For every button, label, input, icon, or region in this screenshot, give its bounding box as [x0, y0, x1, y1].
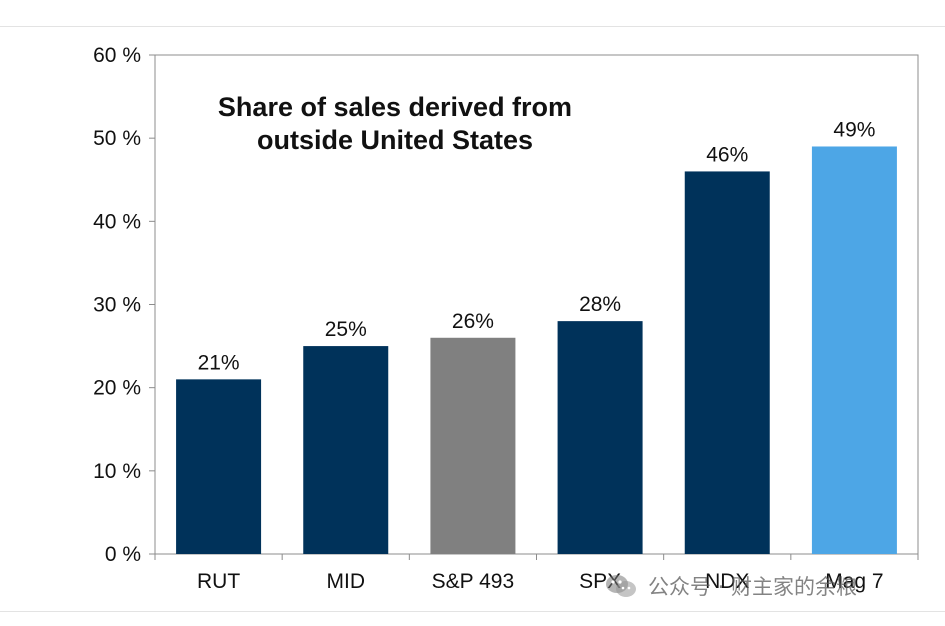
- y-axis-ticks: 0 % 10 % 20 % 30 % 40 % 50 % 60 %: [93, 44, 919, 566]
- category-label: MID: [327, 570, 366, 593]
- bar-ndx: [684, 171, 770, 554]
- bar-value-label: 46%: [706, 143, 748, 166]
- category-labels: RUT MID S&P 493 SPX NDX Mag 7: [197, 570, 884, 593]
- category-label: RUT: [197, 570, 240, 593]
- y-tick-label: 0 %: [105, 543, 141, 566]
- y-tick-label: 50 %: [93, 127, 141, 150]
- chart-title-line-2: outside United States: [257, 125, 533, 155]
- wechat-logo-icon: [606, 575, 636, 597]
- bottom-divider: [0, 611, 945, 612]
- bar-value-labels: 21% 25% 26% 28% 46% 49%: [198, 118, 876, 374]
- y-tick-label: 60 %: [93, 44, 141, 67]
- watermark: 公众号 · 财主家的余粮: [604, 568, 857, 604]
- category-label: S&P 493: [432, 570, 515, 593]
- bar-rut: [176, 379, 262, 554]
- bar-mid: [303, 346, 389, 554]
- bar-value-label: 21%: [198, 351, 240, 374]
- chart-title-line-1: Share of sales derived from: [218, 92, 572, 122]
- bar-mag-7: [811, 146, 897, 554]
- y-tick-label: 20 %: [93, 377, 141, 400]
- bar-value-label: 49%: [833, 118, 875, 141]
- y-tick-label: 10 %: [93, 460, 141, 483]
- y-tick-label: 40 %: [93, 210, 141, 233]
- bar-value-label: 26%: [452, 310, 494, 333]
- top-divider: [0, 26, 945, 27]
- bar-spx: [557, 321, 643, 554]
- category-label: Mag 7: [825, 570, 883, 593]
- bar-s-p-493: [430, 337, 516, 554]
- category-label: NDX: [705, 570, 749, 593]
- bar-value-label: 28%: [579, 293, 621, 316]
- bar-value-label: 25%: [325, 318, 367, 341]
- bars: [176, 146, 897, 554]
- y-tick-label: 30 %: [93, 294, 141, 317]
- watermark-text: 公众号 · 财主家的余粮: [648, 575, 858, 599]
